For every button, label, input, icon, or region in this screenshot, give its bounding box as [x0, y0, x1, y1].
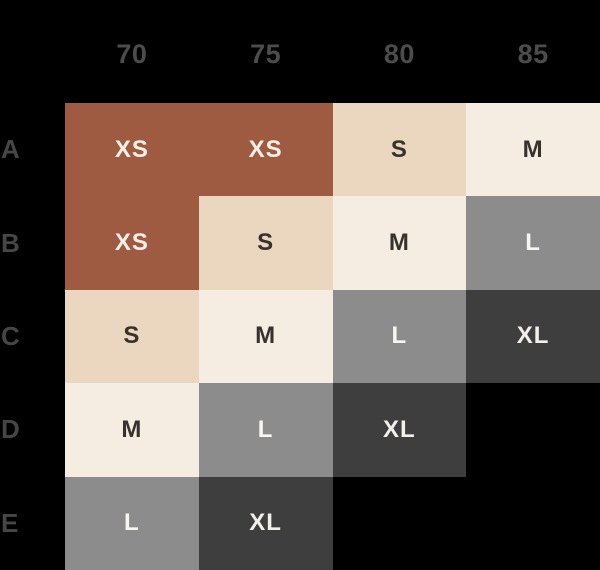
cell-d-70[interactable]: M [65, 383, 199, 477]
cell-e-80-empty [332, 476, 467, 570]
cell-a-80[interactable]: S [332, 103, 467, 197]
column-header-80: 80 [383, 39, 415, 69]
row-label-d: D [1, 414, 20, 445]
cell-b-85[interactable]: L [466, 196, 600, 290]
cell-c-70[interactable]: S [65, 289, 199, 384]
cell-d-75[interactable]: L [198, 383, 333, 477]
cell-b-80[interactable]: M [332, 196, 467, 290]
column-header-70: 70 [116, 39, 148, 69]
cell-b-75[interactable]: S [198, 196, 333, 290]
cell-e-85-empty [466, 476, 600, 570]
column-header-85: 85 [517, 39, 549, 69]
cell-a-85[interactable]: M [466, 103, 600, 197]
row-label-b: B [1, 227, 20, 258]
cup-size-label-column: A B C D E [0, 103, 65, 570]
cell-c-85[interactable]: XL [466, 289, 600, 384]
row-label-a: A [1, 134, 20, 165]
size-chart-grid: XS XS S M XS S M L S M L XL M L XL L XL [65, 103, 600, 570]
cell-d-80[interactable]: XL [332, 383, 467, 477]
cell-b-70[interactable]: XS [65, 196, 199, 290]
row-label-e: E [1, 507, 19, 538]
cell-c-75[interactable]: M [198, 289, 333, 384]
row-label-c: C [1, 320, 20, 351]
column-header-75: 75 [250, 39, 282, 69]
cell-a-75[interactable]: XS [198, 103, 333, 197]
cell-a-70[interactable]: XS [65, 103, 199, 197]
cell-e-70[interactable]: L [65, 476, 199, 570]
cell-c-80[interactable]: L [332, 289, 467, 384]
band-size-header-row: 70 75 80 85 [65, 0, 600, 103]
cell-e-75[interactable]: XL [198, 476, 333, 570]
cell-d-85-empty [466, 383, 600, 477]
